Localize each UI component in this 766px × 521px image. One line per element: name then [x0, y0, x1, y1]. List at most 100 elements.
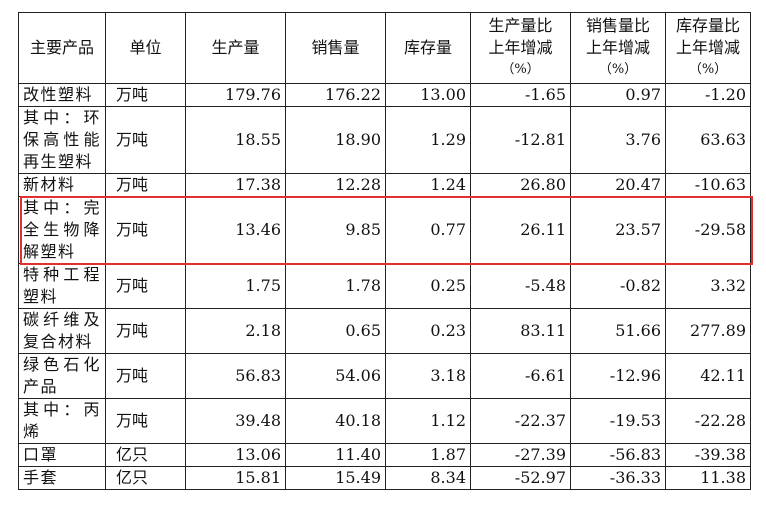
value-cell: -36.33 [570, 466, 666, 490]
unit-cell: 万吨 [105, 353, 186, 399]
value-cell: 3.18 [385, 353, 471, 399]
value-cell: 13.00 [385, 83, 471, 107]
value-cell: 40.18 [285, 398, 386, 444]
value-cell: -29.58 [665, 196, 751, 264]
value-cell: -5.48 [470, 263, 571, 309]
product-name: 其中：环保高性能再生塑料 [18, 106, 106, 174]
unit-cell: 万吨 [105, 398, 186, 444]
value-cell: -22.37 [470, 398, 571, 444]
value-cell: -27.39 [470, 443, 571, 467]
value-cell: 20.47 [570, 173, 666, 197]
table-row: 口罩 亿只 13.06 11.40 1.87 -27.39 -56.83 -39.38 [18, 443, 751, 467]
header-cell: 销售量比 上年增减 （%） [570, 12, 666, 84]
table-row: 绿色石化产品 万吨 56.83 54.06 3.18 -6.61 -12.96 42.11 [18, 353, 751, 399]
header-text: 单位 [129, 38, 162, 57]
value-cell: 15.81 [185, 466, 286, 490]
value-cell: 9.85 [285, 196, 386, 264]
value-cell: -39.38 [665, 443, 751, 467]
value-cell: -52.97 [470, 466, 571, 490]
value-cell: -12.81 [470, 106, 571, 174]
value-cell: 0.25 [385, 263, 471, 309]
value-cell: 8.34 [385, 466, 471, 490]
header-text: 库存量比 [675, 16, 740, 35]
value-cell: -12.96 [570, 353, 666, 399]
value-cell: 1.75 [185, 263, 286, 309]
unit-cell: 亿只 [105, 466, 186, 490]
value-cell: 1.29 [385, 106, 471, 174]
header-text: （%） [501, 62, 540, 77]
value-cell: 42.11 [665, 353, 751, 399]
product-name: 碳纤维及复合材料 [18, 308, 106, 354]
header-cell: 销售量 [285, 12, 386, 84]
value-cell: -1.65 [470, 83, 571, 107]
product-name: 其中：完全生物降解塑料 [18, 196, 106, 264]
value-cell: 179.76 [185, 83, 286, 107]
value-cell: -22.28 [665, 398, 751, 444]
unit-cell: 万吨 [105, 83, 186, 107]
product-name: 口罩 [18, 443, 106, 467]
header-row: 主要产品 单位 生产量 销售量 库存量 生产量比 上年增减 （%） 销售量比 上年增减 （%） 库存量… [18, 12, 751, 84]
header-cell: 生产量 [185, 12, 286, 84]
value-cell: 63.63 [665, 106, 751, 174]
value-cell: 1.87 [385, 443, 471, 467]
value-cell: 3.76 [570, 106, 666, 174]
value-cell: 39.48 [185, 398, 286, 444]
value-cell: 11.40 [285, 443, 386, 467]
table-row: 其中：环保高性能再生塑料 万吨 18.55 18.90 1.29 -12.81 3.76 63… [18, 106, 751, 174]
header-text: （%） [598, 62, 638, 77]
value-cell: -19.53 [570, 398, 666, 444]
unit-cell: 万吨 [105, 196, 186, 264]
value-cell: 18.90 [285, 106, 386, 174]
value-cell: -1.20 [665, 83, 751, 107]
header-text: 上年增减 [585, 38, 650, 57]
value-cell: 13.06 [185, 443, 286, 467]
value-cell: -56.83 [570, 443, 666, 467]
header-cell: 库存量 [385, 12, 471, 84]
header-text: 生产量比 [488, 16, 553, 35]
header-cell: 单位 [105, 12, 186, 84]
value-cell: 11.38 [665, 466, 751, 490]
value-cell: 3.32 [665, 263, 751, 309]
value-cell: 18.55 [185, 106, 286, 174]
value-cell: 23.57 [570, 196, 666, 264]
unit-cell: 万吨 [105, 308, 186, 354]
product-name: 其中：丙烯 [18, 398, 106, 444]
table-row: 改性塑料 万吨 179.76 176.22 13.00 -1.65 0.97 -1.20 [18, 83, 751, 107]
header-cell: 主要产品 [18, 12, 106, 84]
product-name: 新材料 [18, 173, 106, 197]
value-cell: 83.11 [470, 308, 571, 354]
product-name: 改性塑料 [18, 83, 106, 107]
header-text: 库存量 [403, 38, 452, 57]
value-cell: 0.97 [570, 83, 666, 107]
value-cell: 0.23 [385, 308, 471, 354]
table-row: 手套 亿只 15.81 15.49 8.34 -52.97 -36.33 11.38 [18, 466, 751, 490]
value-cell: -0.82 [570, 263, 666, 309]
value-cell: 15.49 [285, 466, 386, 490]
value-cell: 176.22 [285, 83, 386, 107]
value-cell: 12.28 [285, 173, 386, 197]
value-cell: 13.46 [185, 196, 286, 264]
header-text: 销售量 [311, 38, 360, 57]
table-row: 其中：丙烯 万吨 39.48 40.18 1.12 -22.37 -19.53 -22.28 [18, 398, 751, 444]
table-row: 其中：完全生物降解塑料 万吨 13.46 9.85 0.77 26.11 23.57 -29.… [18, 196, 751, 264]
value-cell: 277.89 [665, 308, 751, 354]
header-text: 生产量 [211, 38, 260, 57]
table-row: 新材料 万吨 17.38 12.28 1.24 26.80 20.47 -10.63 [18, 173, 751, 197]
value-cell: 0.77 [385, 196, 471, 264]
value-cell: 56.83 [185, 353, 286, 399]
value-cell: 17.38 [185, 173, 286, 197]
unit-cell: 万吨 [105, 173, 186, 197]
product-name: 特种工程塑料 [18, 263, 106, 309]
unit-cell: 亿只 [105, 443, 186, 467]
value-cell: -6.61 [470, 353, 571, 399]
product-table: 主要产品 单位 生产量 销售量 库存量 生产量比 上年增减 （%） 销售量比 上年增减 （%） 库存量… [18, 12, 751, 490]
value-cell: 26.80 [470, 173, 571, 197]
value-cell: 54.06 [285, 353, 386, 399]
header-text: （%） [688, 62, 728, 77]
header-cell: 库存量比 上年增减 （%） [665, 12, 751, 84]
header-cell: 生产量比上年增减 （%） [470, 12, 571, 84]
unit-cell: 万吨 [105, 263, 186, 309]
unit-cell: 万吨 [105, 106, 186, 174]
header-text: 上年增减 [488, 38, 553, 57]
